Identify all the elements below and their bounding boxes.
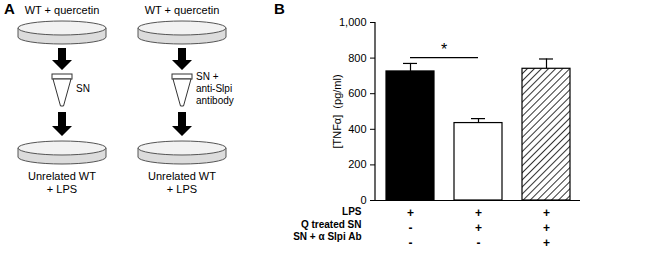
svg-text:200: 200 (348, 158, 366, 170)
svg-text:SN: SN (76, 83, 90, 94)
svg-text:[TNFα] (pg/ml): [TNFα] (pg/ml) (331, 74, 343, 148)
svg-text:WT + quercetin: WT + quercetin (25, 4, 100, 16)
svg-text:*: * (441, 41, 447, 58)
svg-text:+ LPS: + LPS (167, 183, 197, 195)
html-text:B: B (274, 0, 285, 17)
svg-text:anti-Slpi: anti-Slpi (196, 83, 232, 94)
svg-text:+ LPS: + LPS (47, 183, 77, 195)
svg-text:Unrelated WT: Unrelated WT (28, 170, 96, 182)
svg-text:LPSQ treated SNSN + α Slpi Ab: LPSQ treated SNSN + α Slpi Ab (293, 206, 362, 242)
svg-text:Unrelated WT: Unrelated WT (148, 170, 216, 182)
svg-text:WT + quercetin: WT + quercetin (145, 4, 220, 16)
svg-text:++-: ++- (475, 206, 482, 250)
svg-text:A: A (4, 0, 15, 17)
svg-text:SN +: SN + (196, 71, 219, 82)
svg-text:+--: +-- (407, 206, 414, 250)
svg-text:400: 400 (348, 123, 366, 135)
svg-text:1,000: 1,000 (339, 16, 367, 28)
svg-text:800: 800 (348, 52, 366, 64)
svg-text:0: 0 (360, 194, 366, 206)
svg-text:antibody: antibody (196, 95, 234, 106)
svg-text:600: 600 (348, 87, 366, 99)
svg-text:+++: +++ (543, 206, 550, 250)
